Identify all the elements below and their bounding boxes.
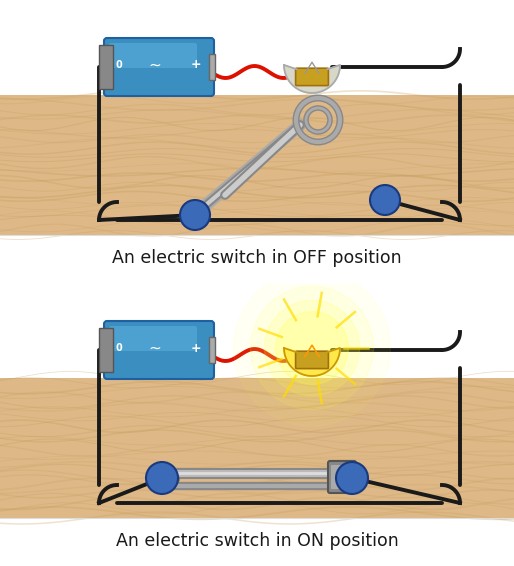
Circle shape <box>250 286 374 410</box>
Bar <box>0 518 514 566</box>
Bar <box>0 95 514 235</box>
Circle shape <box>180 200 210 230</box>
Circle shape <box>370 185 400 215</box>
FancyBboxPatch shape <box>104 321 214 379</box>
Text: An electric switch in OFF position: An electric switch in OFF position <box>112 249 402 267</box>
FancyBboxPatch shape <box>296 68 328 85</box>
FancyBboxPatch shape <box>296 351 328 368</box>
Circle shape <box>165 472 179 486</box>
Text: An electric switch in ON position: An electric switch in ON position <box>116 532 398 550</box>
FancyBboxPatch shape <box>109 43 197 68</box>
FancyBboxPatch shape <box>331 465 351 489</box>
Text: 0: 0 <box>116 343 122 353</box>
Bar <box>209 54 215 80</box>
Bar <box>0 378 514 518</box>
Polygon shape <box>284 348 340 376</box>
Bar <box>0 283 514 398</box>
Text: 0: 0 <box>116 60 122 70</box>
FancyBboxPatch shape <box>109 326 197 351</box>
Bar <box>209 337 215 363</box>
Text: +: + <box>191 341 201 354</box>
Text: +: + <box>191 58 201 71</box>
Circle shape <box>146 462 178 494</box>
Bar <box>0 235 514 283</box>
Polygon shape <box>284 65 340 93</box>
Text: ~: ~ <box>149 58 161 72</box>
Bar <box>99 45 113 89</box>
Text: ~: ~ <box>149 341 161 355</box>
Bar <box>99 328 113 372</box>
FancyBboxPatch shape <box>328 461 356 493</box>
FancyBboxPatch shape <box>104 38 214 96</box>
Bar <box>0 0 514 115</box>
Circle shape <box>336 462 368 494</box>
Circle shape <box>264 301 360 396</box>
Circle shape <box>233 269 391 426</box>
Circle shape <box>276 312 348 384</box>
